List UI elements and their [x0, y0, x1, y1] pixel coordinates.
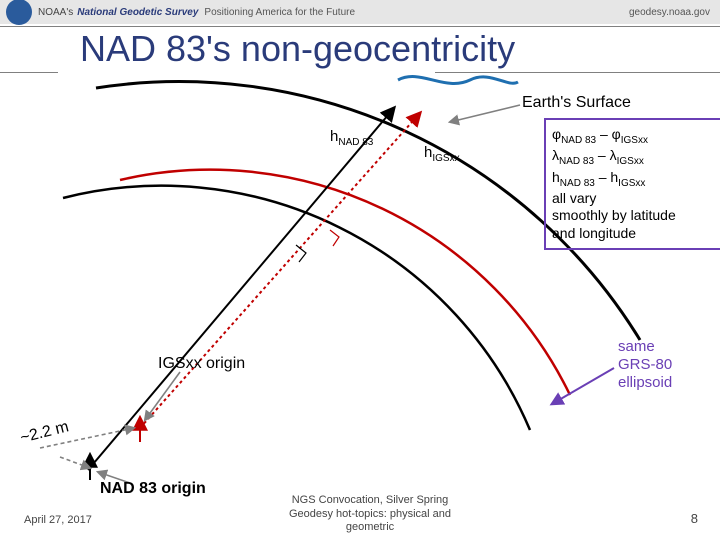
h-igsxx-label: hIGSxx	[424, 144, 460, 164]
offset-line	[60, 457, 90, 468]
box-line: hNAD 83 – hIGSxx	[552, 169, 720, 190]
callout-arrow-icon	[552, 368, 614, 404]
squiggle-icon	[398, 77, 518, 84]
callout-arrow-icon	[450, 105, 520, 122]
earth-surface-label: Earth's Surface	[522, 94, 631, 112]
box-line: λNAD 83 – λIGSxx	[552, 147, 720, 168]
variation-box: φNAD 83 – φIGSxx λNAD 83 – λIGSxx hNAD 8…	[544, 118, 720, 250]
box-line: all vary	[552, 190, 720, 208]
nad83-radius-line	[88, 108, 394, 470]
footer-date: April 27, 2017	[24, 514, 92, 526]
same-ellipsoid-callout: same GRS-80 ellipsoid	[618, 338, 672, 392]
nad83-origin-label: NAD 83 origin	[100, 480, 206, 498]
h-nad83-label: hNAD 83	[330, 128, 373, 148]
footer-page-number: 8	[691, 511, 698, 526]
box-line: and longitude	[552, 225, 720, 243]
igsxx-origin-label: IGSxx origin	[158, 355, 245, 373]
igsxx-radius-line	[140, 113, 420, 428]
right-angle-icon	[330, 230, 339, 246]
footer-caption: NGS Convocation, Silver Spring Geodesy h…	[260, 494, 480, 534]
box-line: smoothly by latitude	[552, 207, 720, 225]
diagram	[0, 0, 720, 540]
box-line: φNAD 83 – φIGSxx	[552, 126, 720, 147]
